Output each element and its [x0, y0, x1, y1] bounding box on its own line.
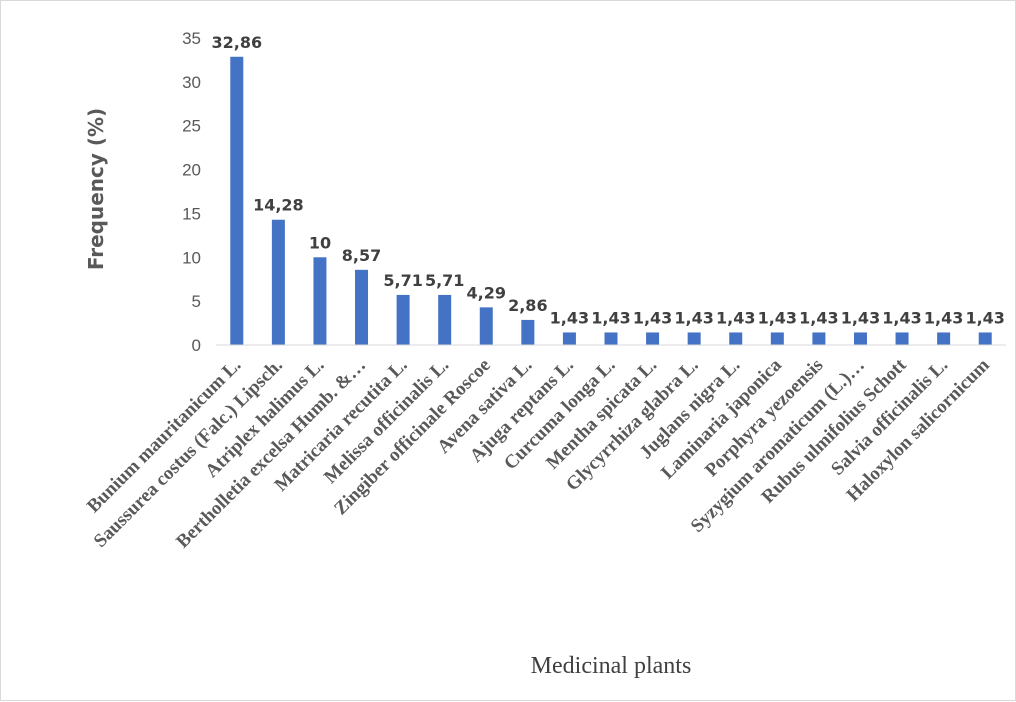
y-tick-label: 25 [182, 117, 201, 136]
y-tick-label: 10 [182, 248, 201, 267]
data-label: 8,57 [342, 246, 381, 265]
bar [438, 294, 452, 345]
y-axis: 0 5 10 15 20 25 30 35 [182, 29, 201, 355]
bar [687, 332, 701, 345]
y-tick-label: 30 [182, 73, 201, 92]
bar [853, 332, 867, 345]
data-label: 1,43 [674, 308, 713, 327]
bar [230, 56, 244, 345]
data-label: 1,43 [965, 308, 1004, 327]
data-label: 1,43 [633, 308, 672, 327]
y-tick-label: 35 [182, 29, 201, 48]
bar [895, 332, 909, 345]
data-label: 32,86 [211, 33, 262, 52]
bar [770, 332, 784, 345]
bar [646, 332, 660, 345]
data-label: 1,43 [799, 308, 838, 327]
y-tick-label: 15 [182, 204, 201, 223]
bar [521, 319, 535, 345]
bar [355, 269, 369, 345]
data-label: 1,43 [758, 308, 797, 327]
y-tick-label: 20 [182, 161, 201, 180]
data-label: 4,29 [467, 283, 506, 302]
bar [562, 332, 576, 345]
y-tick-label: 5 [192, 292, 201, 311]
data-label: 2,86 [508, 296, 547, 315]
data-label: 14,28 [253, 196, 304, 215]
data-label: 1,43 [924, 308, 963, 327]
data-label: 10 [309, 233, 331, 252]
data-label: 1,43 [550, 308, 589, 327]
data-label: 5,71 [383, 271, 422, 290]
bar [396, 294, 410, 345]
y-tick-label: 0 [192, 336, 201, 355]
bar [937, 332, 951, 345]
bar [812, 332, 826, 345]
x-axis-title: Medicinal plants [531, 653, 692, 679]
bar [479, 307, 493, 345]
bar [313, 257, 327, 345]
data-label: 1,43 [841, 308, 880, 327]
data-label: 1,43 [882, 308, 921, 327]
data-label: 1,43 [716, 308, 755, 327]
y-axis-title: Frequency (%) [84, 108, 108, 270]
bar [271, 219, 285, 345]
bars [230, 56, 992, 345]
data-label: 1,43 [591, 308, 630, 327]
category-labels: Bunium mauritanicum L.Saussurea costus (… [83, 354, 994, 552]
bar [729, 332, 743, 345]
bar [978, 332, 992, 345]
bar [604, 332, 618, 345]
data-label: 5,71 [425, 271, 464, 290]
